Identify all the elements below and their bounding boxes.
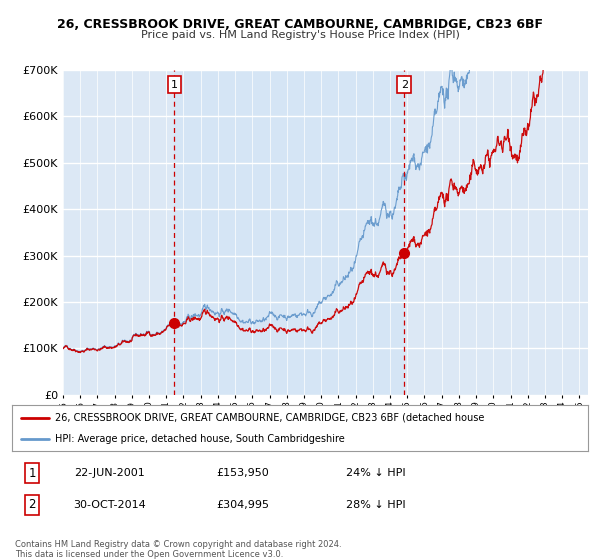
Text: 28% ↓ HPI: 28% ↓ HPI: [346, 500, 406, 510]
Bar: [175, 70, 404, 395]
Text: 2: 2: [28, 498, 36, 511]
Text: Price paid vs. HM Land Registry's House Price Index (HPI): Price paid vs. HM Land Registry's House …: [140, 30, 460, 40]
Text: 1: 1: [171, 80, 178, 90]
Text: This data is licensed under the Open Government Licence v3.0.: This data is licensed under the Open Gov…: [15, 550, 283, 559]
Text: £153,950: £153,950: [216, 468, 269, 478]
Text: 24% ↓ HPI: 24% ↓ HPI: [346, 468, 406, 478]
Text: £304,995: £304,995: [216, 500, 269, 510]
Text: 26, CRESSBROOK DRIVE, GREAT CAMBOURNE, CAMBRIDGE, CB23 6BF: 26, CRESSBROOK DRIVE, GREAT CAMBOURNE, C…: [57, 18, 543, 31]
Text: HPI: Average price, detached house, South Cambridgeshire: HPI: Average price, detached house, Sout…: [55, 435, 345, 444]
Text: 30-OCT-2014: 30-OCT-2014: [74, 500, 146, 510]
Text: 26, CRESSBROOK DRIVE, GREAT CAMBOURNE, CAMBRIDGE, CB23 6BF (detached house: 26, CRESSBROOK DRIVE, GREAT CAMBOURNE, C…: [55, 413, 485, 423]
Text: 2: 2: [401, 80, 408, 90]
Text: 22-JUN-2001: 22-JUN-2001: [74, 468, 145, 478]
Text: 1: 1: [28, 466, 36, 480]
Text: Contains HM Land Registry data © Crown copyright and database right 2024.: Contains HM Land Registry data © Crown c…: [15, 540, 341, 549]
